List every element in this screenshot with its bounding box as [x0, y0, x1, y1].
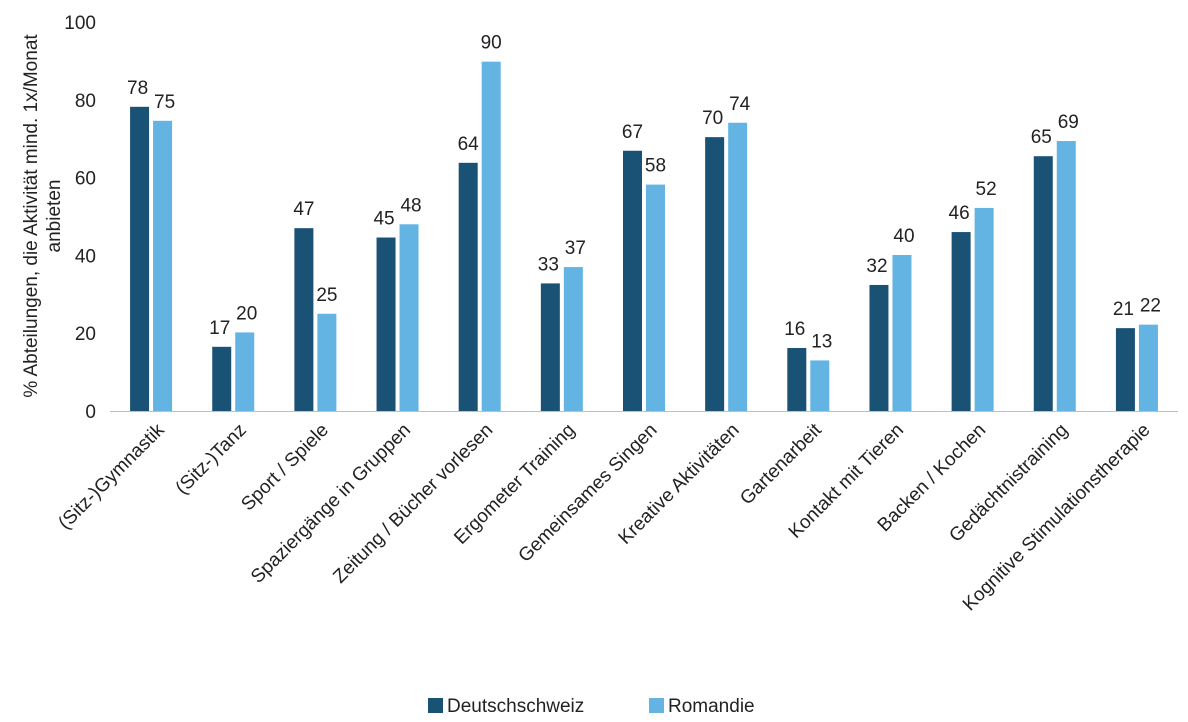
legend-label-deutschschweiz: Deutschschweiz: [447, 696, 584, 717]
category-label: Spaziergänge in Gruppen: [247, 420, 415, 588]
data-label-deutschschweiz: 70: [702, 108, 723, 129]
data-label-deutschschweiz: 46: [949, 203, 970, 224]
bar-deutschschweiz: [787, 347, 807, 411]
data-label-deutschschweiz: 64: [458, 134, 480, 155]
data-label-romandie: 58: [645, 156, 666, 177]
y-axis-title-line-1: % Abteilungen, die Aktivität mind. 1x/Mo…: [21, 34, 42, 398]
bar-deutschschweiz: [458, 162, 478, 411]
bar-romandie: [1056, 141, 1076, 411]
category-label: Gartenarbeit: [736, 419, 826, 509]
bar-deutschschweiz: [540, 283, 560, 411]
bar-romandie: [892, 255, 912, 411]
y-tick-label: 20: [75, 324, 96, 345]
bar-romandie: [317, 313, 337, 411]
y-axis-title-line-2: anbieten: [44, 180, 65, 253]
data-label-deutschschweiz: 33: [538, 254, 559, 275]
legend-label-romandie: Romandie: [668, 696, 755, 717]
bar-romandie: [974, 207, 994, 411]
data-label-romandie: 37: [565, 238, 586, 259]
bar-deutschschweiz: [623, 150, 642, 411]
data-label-deutschschweiz: 16: [784, 319, 805, 340]
bar-deutschschweiz: [1033, 156, 1053, 411]
y-tick-label: 80: [75, 91, 96, 112]
y-tick-label: 60: [75, 169, 96, 190]
data-label-romandie: 13: [811, 331, 832, 352]
data-label-deutschschweiz: 21: [1113, 299, 1134, 320]
bar-deutschschweiz: [294, 228, 314, 411]
data-label-romandie: 40: [893, 226, 914, 247]
bar-romandie: [1138, 324, 1158, 411]
data-label-romandie: 22: [1140, 296, 1161, 317]
data-label-deutschschweiz: 17: [209, 318, 230, 339]
y-axis-ticks: 0 20 40 60 80 100: [64, 13, 96, 423]
bar-deutschschweiz: [951, 232, 971, 411]
y-tick-label: 40: [75, 246, 96, 267]
data-label-romandie: 25: [316, 285, 337, 306]
y-tick-label: 0: [85, 402, 96, 423]
data-label-romandie: 90: [481, 33, 502, 54]
data-label-deutschschweiz: 45: [373, 209, 394, 230]
data-label-deutschschweiz: 32: [866, 256, 887, 277]
legend-swatch-romandie: [649, 698, 664, 713]
data-label-deutschschweiz: 78: [127, 78, 148, 99]
data-label-deutschschweiz: 65: [1031, 127, 1052, 148]
bar-deutschschweiz: [1115, 328, 1135, 411]
data-label-deutschschweiz: 67: [622, 122, 643, 143]
category-label: (Sitz-)Tanz: [172, 420, 251, 499]
category-label: Gemeinsames Singen: [515, 420, 662, 567]
bar-romandie: [153, 120, 173, 411]
data-label-deutschschweiz: 47: [293, 199, 314, 220]
y-axis-title: % Abteilungen, die Aktivität mind. 1x/Mo…: [21, 34, 65, 398]
bar-romandie: [646, 184, 665, 411]
category-label: (Sitz-)Gymnastik: [54, 419, 168, 533]
bar-deutschschweiz: [212, 346, 232, 411]
bar-romandie: [399, 224, 419, 411]
bar-deutschschweiz: [376, 237, 396, 411]
bar-romandie: [810, 360, 830, 411]
bars: [130, 61, 1158, 412]
data-label-romandie: 20: [236, 303, 257, 324]
legend: Deutschschweiz Romandie: [428, 696, 755, 717]
y-tick-label: 100: [64, 13, 96, 34]
bar-deutschschweiz: [130, 106, 150, 411]
bar-romandie: [481, 61, 501, 411]
bar-deutschschweiz: [869, 284, 889, 411]
bar-romandie: [235, 332, 255, 411]
bar-romandie: [728, 122, 748, 411]
legend-swatch-deutschschweiz: [428, 698, 443, 713]
data-label-romandie: 74: [729, 94, 751, 115]
data-label-romandie: 75: [154, 92, 175, 113]
data-label-romandie: 48: [400, 195, 421, 216]
data-label-romandie: 69: [1058, 112, 1079, 133]
category-label: Zeitung / Bücher vorlesen: [329, 420, 497, 588]
bar-deutschschweiz: [705, 137, 725, 412]
data-label-romandie: 52: [976, 179, 997, 200]
bar-romandie: [563, 267, 583, 411]
